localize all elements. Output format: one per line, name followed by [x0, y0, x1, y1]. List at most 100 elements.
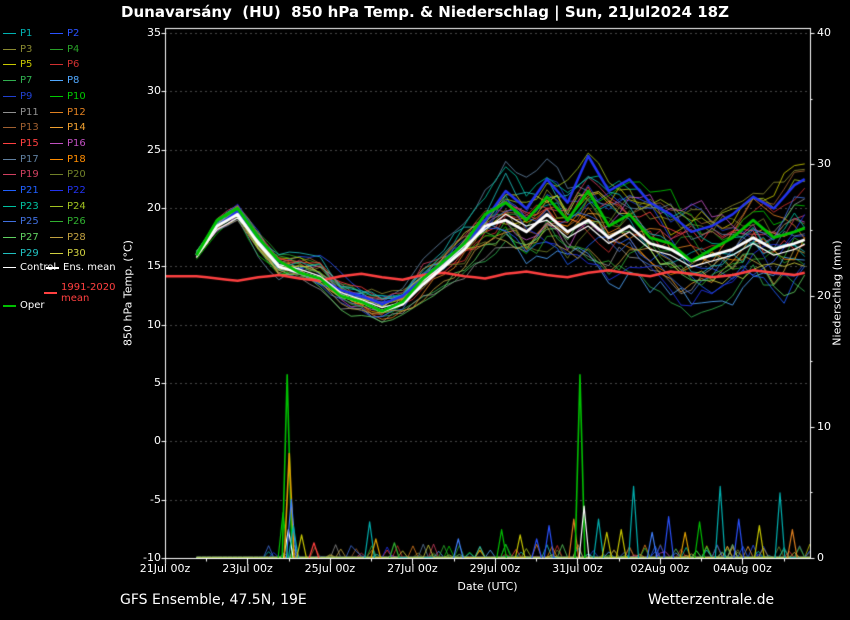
y-left-tick-label: 0: [154, 434, 161, 448]
y-left-tick-label: 5: [154, 376, 161, 389]
legend-item-label: P8: [67, 75, 80, 87]
legend-line-swatch: [3, 142, 16, 144]
legend-item-label: P17: [20, 153, 39, 165]
legend-item-p22: P22: [50, 185, 86, 196]
x-axis-tick-label: 27Jul 00z: [387, 562, 438, 575]
y-left-tick-label: 25: [147, 142, 161, 156]
legend-line-swatch: [3, 190, 16, 191]
legend-item-p12: P12: [50, 107, 86, 118]
legend-item-label: P23: [20, 200, 39, 212]
legend-item-p14: P14: [50, 122, 86, 133]
x-axis-tick-label: 31Jul 00z: [552, 562, 603, 575]
legend-line-swatch: [3, 174, 16, 176]
y-left-tick-label: 20: [147, 201, 161, 214]
y-left-tick-label: -10: [143, 551, 161, 564]
legend-item-label: Oper: [20, 300, 45, 311]
legend-line-swatch: [50, 80, 63, 82]
legend-item-p9: P9: [3, 91, 32, 102]
legend-line-swatch: [3, 158, 16, 160]
y-left-tick-label: 15: [147, 259, 161, 273]
y-right-tick-label: 10: [817, 419, 831, 433]
legend-item-p2: P2: [50, 28, 79, 39]
legend-line-swatch: [3, 304, 16, 307]
legend-line-swatch: [50, 174, 63, 176]
legend-item-label: P7: [20, 75, 33, 87]
legend-item-label: Ens. mean: [63, 262, 116, 273]
legend-item-label: P24: [67, 200, 86, 212]
legend-line-swatch: [3, 127, 16, 129]
legend-item-p27: P27: [3, 232, 39, 243]
legend-item-label: P19: [20, 169, 39, 181]
legend-item-p20: P20: [50, 169, 86, 180]
legend-item-label: P9: [20, 90, 33, 102]
legend-item-p7: P7: [3, 75, 32, 86]
legend-item-p5: P5: [3, 59, 32, 70]
x-axis-tick-label: 25Jul 00z: [304, 562, 356, 575]
legend-line-swatch: [3, 48, 16, 50]
legend-line-swatch: [50, 33, 63, 34]
legend-item-p13: P13: [3, 122, 39, 133]
legend-item-label: P3: [20, 43, 33, 55]
legend-item-label: P25: [20, 216, 39, 228]
legend-item-p6: P6: [50, 59, 79, 70]
legend-item-p17: P17: [3, 154, 39, 165]
legend-item-p24: P24: [50, 201, 86, 212]
legend-line-swatch: [50, 95, 63, 97]
legend-line-swatch: [50, 237, 63, 239]
y-left-tick-label: -5: [150, 492, 161, 506]
legend-line-swatch: [3, 205, 16, 207]
legend-line-swatch: [50, 111, 63, 113]
legend-item-ens-mean: Ens. mean: [46, 262, 116, 273]
legend-line-swatch: [3, 111, 16, 113]
legend-line-swatch: [50, 127, 63, 129]
legend-item-label: P22: [67, 185, 86, 196]
legend-item-oper: Oper: [3, 300, 44, 311]
legend-line-swatch: [50, 48, 63, 50]
legend-line-swatch: [3, 221, 16, 223]
legend-item-label: P16: [67, 137, 86, 149]
legend-item-p29: P29: [3, 248, 39, 259]
legend-item-label: P2: [67, 28, 80, 39]
legend-line-swatch: [46, 266, 59, 269]
legend-line-swatch: [50, 205, 63, 207]
legend-item-label: P21: [20, 185, 39, 196]
legend-item-label: P15: [20, 137, 39, 149]
legend-item-label: P4: [67, 43, 80, 55]
legend-line-swatch: [44, 292, 57, 294]
y-right-tick-label: 0: [817, 551, 824, 564]
legend-line-swatch: [3, 237, 16, 239]
legend-item-p3: P3: [3, 44, 32, 55]
legend-item-p10: P10: [50, 91, 86, 102]
legend-item-p11: P11: [3, 107, 39, 118]
legend-line-swatch: [50, 221, 63, 223]
legend-line-swatch: [50, 142, 63, 144]
legend-line-swatch: [50, 252, 63, 254]
y-right-tick-label: 20: [817, 288, 831, 302]
legend-item-label: P6: [67, 59, 80, 71]
legend-item-p15: P15: [3, 138, 39, 149]
legend-item-label: P1: [20, 28, 33, 39]
legend-item-label: P5: [20, 59, 33, 71]
footer-right: Wetterzentrale.de: [648, 592, 775, 608]
legend-item-label: P10: [67, 90, 86, 102]
legend-item-p26: P26: [50, 216, 86, 227]
legend-item-label: P27: [20, 232, 39, 244]
legend-line-swatch: [3, 80, 16, 82]
x-axis-tick-label: 21Jul 00z: [139, 562, 191, 575]
legend-line-swatch: [3, 267, 16, 268]
legend-item-1991-2020-mean: 1991-2020 mean: [44, 282, 119, 304]
legend-item-label: P12: [67, 106, 86, 118]
legend-item-p16: P16: [50, 138, 86, 149]
footer-left: GFS Ensemble, 47.5N, 19E: [120, 592, 307, 608]
y-left-tick-label: 10: [147, 317, 161, 331]
legend-item-label: P18: [67, 153, 86, 165]
y-right-axis-title: Niederschlag (mm): [830, 240, 844, 346]
x-axis-tick-label: 29Jul 00z: [469, 562, 521, 575]
legend-item-p19: P19: [3, 169, 39, 180]
legend-item-p30: P30: [50, 248, 86, 259]
legend-item-label: P11: [20, 106, 39, 118]
legend-item-p23: P23: [3, 201, 39, 212]
y-left-tick-label: 35: [147, 26, 161, 39]
